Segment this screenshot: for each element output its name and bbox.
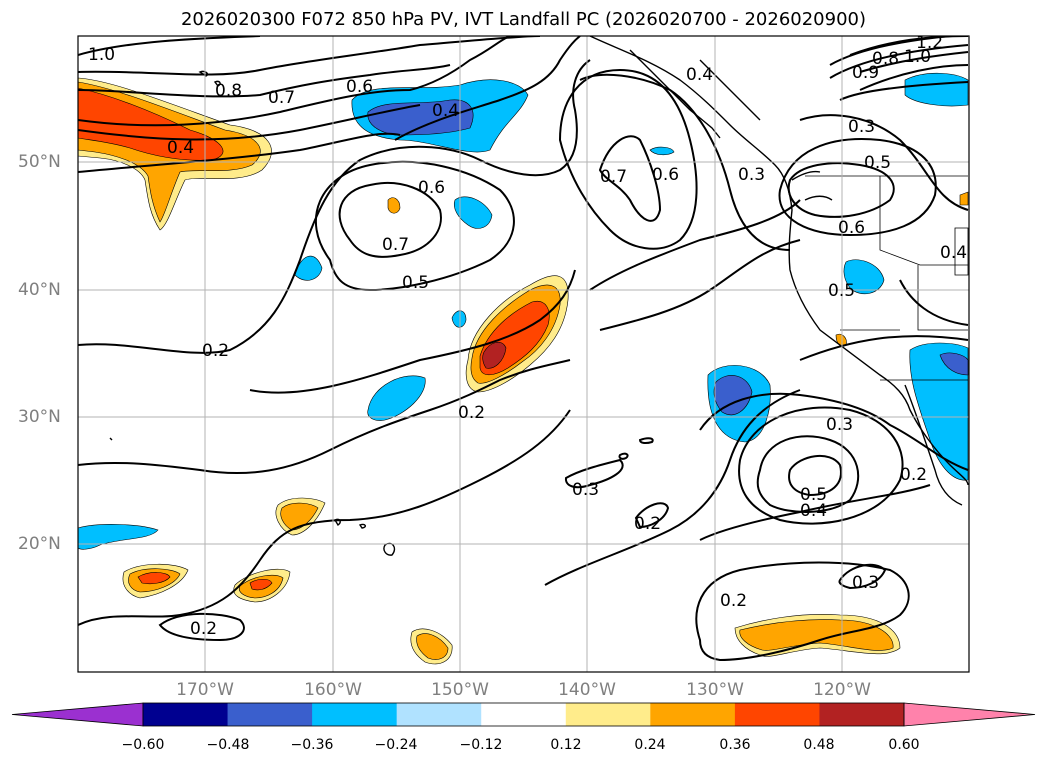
colorbar-tick: 0.60: [888, 737, 920, 753]
colorbar-cell: [819, 703, 905, 726]
contour-label: 1.2: [916, 33, 943, 53]
contour-label: 0.2: [202, 341, 229, 361]
contour-label: 0.3: [852, 573, 879, 593]
pv-negative-shading: [78, 72, 969, 550]
contour-label: 0.6: [838, 218, 865, 238]
contour-label: 0.9: [852, 63, 879, 83]
lat-label: 20°N: [18, 534, 61, 554]
colorbar-tick: −0.24: [374, 737, 418, 753]
contour-label: 0.5: [800, 485, 827, 505]
lon-label: 130°W: [686, 680, 744, 700]
lon-label: 170°W: [176, 680, 234, 700]
lon-label: 140°W: [558, 680, 616, 700]
coastlines: [109, 36, 969, 556]
lon-label: 160°W: [304, 680, 362, 700]
contour-label: 0.4: [432, 101, 459, 121]
contour-label: 1.0: [904, 47, 931, 67]
contour-label: 0.6: [346, 77, 373, 97]
colorbar-tick: −0.48: [206, 737, 250, 753]
contour-label: 0.3: [848, 117, 875, 137]
colorbar-tick: −0.36: [290, 737, 334, 753]
borders: [805, 175, 969, 381]
colorbar-cell: [227, 703, 313, 726]
colorbar-cell: [143, 703, 229, 726]
colorbar-cell: [650, 703, 736, 726]
colorbar-cell: [565, 703, 651, 726]
contour-label: 0.5: [828, 281, 855, 301]
contour-label: 0.5: [864, 153, 891, 173]
colorbar-tick: 0.36: [719, 737, 751, 753]
contour-label: 0.3: [738, 165, 765, 185]
lon-label: 120°W: [813, 680, 871, 700]
map-title: 2026020300 F072 850 hPa PV, IVT Landfall…: [180, 9, 867, 30]
colorbar-cell: [312, 703, 398, 726]
contour-label: 0.5: [402, 273, 429, 293]
contour-label: 1.0: [88, 45, 115, 65]
contour-label: 0.6: [418, 178, 445, 198]
lat-label: 30°N: [18, 407, 61, 427]
colorbar-cell: [481, 703, 567, 726]
contour-label: 0.6: [652, 165, 679, 185]
contour-label: 0.7: [600, 167, 627, 187]
contour-label: 0.2: [190, 619, 217, 639]
contour-label: 0.8: [872, 49, 899, 69]
contour-label: 0.2: [720, 591, 747, 611]
contour-label: 0.2: [634, 514, 661, 534]
contour-label: 0.4: [800, 501, 827, 521]
contour-label: 0.2: [458, 403, 485, 423]
contour-label: 0.4: [940, 243, 967, 263]
colorbar-frame: [142, 702, 905, 727]
colorbar-cell: [396, 703, 482, 726]
contour-label: 0.3: [572, 480, 599, 500]
colorbar-tick: 0.48: [803, 737, 835, 753]
colorbar-tick: −0.12: [459, 737, 503, 753]
contour-label: 0.8: [215, 81, 242, 101]
colorbar-tick: 0.12: [550, 737, 582, 753]
gridlines: [78, 36, 969, 672]
contour-label: 0.3: [826, 415, 853, 435]
colorbar-cell: [734, 703, 820, 726]
lon-label: 150°W: [431, 680, 489, 700]
contour-label: 0.2: [900, 465, 927, 485]
lat-label: 50°N: [18, 152, 61, 172]
lat-label: 40°N: [18, 280, 61, 300]
colorbar-extend-high: [903, 702, 1036, 727]
colorbar-tick: 0.24: [634, 737, 666, 753]
contour-label: 0.4: [167, 138, 194, 158]
colorbar-extend-low: [11, 702, 144, 727]
map-frame: [77, 35, 970, 673]
contour-label: 0.4: [686, 65, 713, 85]
contour-label: 0.7: [268, 88, 295, 108]
pv-contours: [78, 36, 969, 662]
contour-label: 0.7: [382, 235, 409, 255]
contour-labels: 1.0 0.8 0.7 0.6 0.4 0.4 0.6 0.7 0.5 0.2 …: [88, 33, 967, 639]
colorbar-tick: −0.60: [121, 737, 165, 753]
